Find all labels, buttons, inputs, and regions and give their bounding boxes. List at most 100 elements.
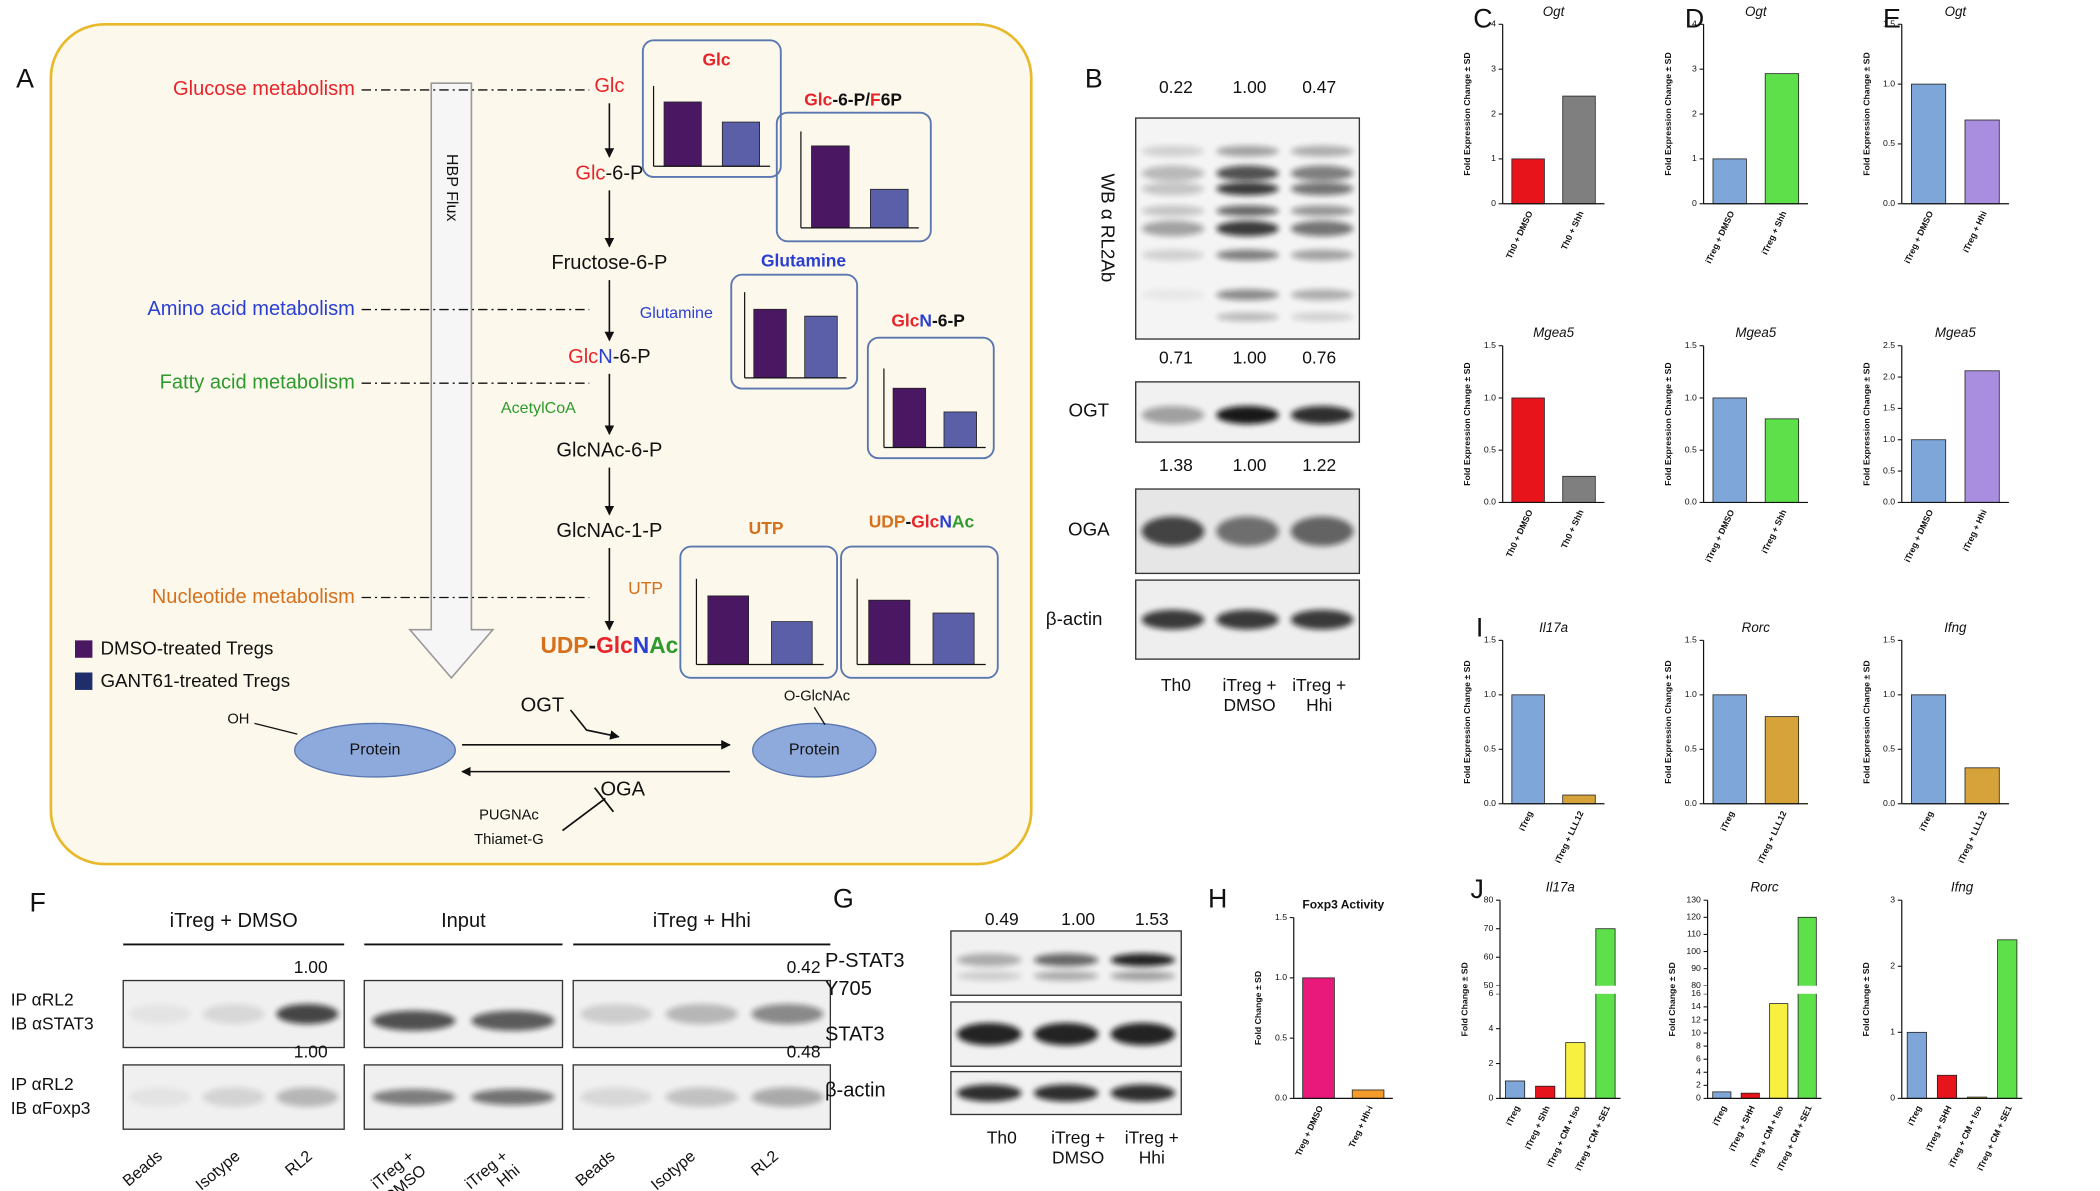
label-part: F <box>870 89 881 109</box>
bar <box>932 612 975 665</box>
blot-band <box>1141 516 1205 546</box>
label-line: RL2 <box>748 1147 782 1180</box>
group-header: iTreg + Hhi <box>653 910 751 932</box>
y-axis-title: Fold Expression Change ± SD <box>1663 52 1673 176</box>
label-line: Isotype <box>648 1147 699 1191</box>
blot-band <box>1216 312 1279 322</box>
blot-band <box>580 1087 653 1107</box>
x-tick-label: iTreg + DMSO <box>1703 209 1736 265</box>
label-part: GlcNAc-1-P <box>556 520 662 542</box>
bar <box>1964 119 2000 205</box>
bar <box>1712 397 1747 503</box>
blot-label: OGT <box>1069 399 1110 420</box>
label-part: UDP <box>540 632 588 658</box>
x-tick-label: iTreg + LLL12 <box>1553 809 1586 864</box>
bar <box>721 121 761 167</box>
x-tick-label: iTreg + Hhi <box>1961 209 1989 254</box>
y-tick-label: 1.5 <box>1685 340 1697 350</box>
label-line: DMSO <box>1223 695 1275 715</box>
blot-band <box>957 1084 1022 1102</box>
inset-frame <box>775 111 932 243</box>
input-label: AcetylCoA <box>501 399 576 417</box>
enzyme-label: OGT <box>521 694 565 716</box>
bar <box>707 595 749 665</box>
x-tick-label: Th0 + Shh <box>1559 209 1586 251</box>
blot-band <box>276 1003 339 1025</box>
label-line: Beads <box>572 1147 618 1190</box>
lane-label: iTreg +DMSO <box>1051 1127 1105 1167</box>
bar <box>1911 83 1947 205</box>
blot-band <box>1290 516 1354 546</box>
panel-letter: J <box>1471 874 1484 904</box>
y-tick-label: 4 <box>1692 19 1697 29</box>
metabolism-label: Glucose metabolism <box>173 78 355 100</box>
lane-label: iTreg +DMSO <box>368 1147 430 1191</box>
blot-label: β-actin <box>1046 608 1103 629</box>
y-tick-label: 0.5 <box>1484 744 1496 754</box>
blot-band <box>1290 182 1354 196</box>
row-label: IP αRL2 IB αFoxp3 <box>11 1074 91 1118</box>
bar <box>1565 1042 1586 1099</box>
panel-letter: H <box>1208 883 1227 913</box>
axis-break <box>1702 985 1825 994</box>
bar <box>1964 370 2000 503</box>
y-tick-label: 0 <box>1488 1093 1493 1103</box>
label-line: iTreg + <box>1292 674 1346 694</box>
y-tick-label: 130 <box>1686 894 1701 904</box>
y-tick-label: 120 <box>1686 912 1701 922</box>
label-part: Glc <box>596 632 633 658</box>
label-line: DMSO <box>1052 1147 1104 1167</box>
blot-band <box>202 1087 265 1107</box>
bar <box>1562 475 1596 503</box>
y-tick-label: 110 <box>1687 929 1701 939</box>
blot-band <box>1033 1084 1099 1102</box>
chart-title: GlcN-6-P <box>891 310 965 330</box>
label-part: - <box>589 632 597 658</box>
label-part: UTP <box>749 518 784 538</box>
y-tick-label: 3 <box>1890 894 1895 904</box>
label-part: Glc <box>891 310 919 330</box>
label-line: IP αRL2 <box>11 1074 74 1094</box>
y-tick-label: 0.5 <box>1685 744 1697 754</box>
bar <box>1964 767 2000 805</box>
bar <box>804 315 838 379</box>
label-part: N <box>939 511 952 531</box>
chart-title: Ifng <box>1944 620 1967 635</box>
blot-band <box>751 1003 824 1025</box>
blot-band <box>1216 289 1279 301</box>
legend-label: DMSO-treated Tregs <box>100 638 273 659</box>
bar <box>1562 95 1596 205</box>
protein-shape <box>293 722 457 778</box>
inset-frame <box>730 273 859 390</box>
label-line: RL2 <box>282 1147 316 1180</box>
inhibitor-label: Thiamet-G <box>474 832 544 848</box>
input-label: UTP <box>628 578 663 598</box>
chart-title: UDP-GlcNAc <box>869 511 975 531</box>
blot-band <box>1141 182 1205 196</box>
y-tick-label: 2 <box>1890 961 1895 971</box>
chart-title: Glc <box>702 49 730 69</box>
lane-label: RL2 <box>282 1147 316 1180</box>
y-tick-label: 1.5 <box>1883 19 1895 29</box>
x-tick-label: iTreg + SHH <box>1727 1104 1757 1153</box>
y-tick-label: 2 <box>1696 1080 1701 1090</box>
y-axis-title: Fold Expression Change ± SD <box>1861 362 1871 486</box>
connector <box>813 706 826 726</box>
lane-label: Th0 <box>1161 674 1191 694</box>
blot-label: P-STAT3 Y705 <box>825 950 905 1000</box>
quant-value: 1.00 <box>1233 455 1267 475</box>
quant-value: 0.47 <box>1302 77 1336 97</box>
chart-title: Ifng <box>1951 880 1974 895</box>
y-tick-label: 0.0 <box>1484 497 1496 507</box>
blot-label: β-actin <box>825 1080 886 1102</box>
label-part: N <box>919 310 932 330</box>
inset-frame <box>679 545 838 679</box>
y-tick-label: 0 <box>1491 198 1496 208</box>
quant-value: 0.76 <box>1302 348 1336 368</box>
chart-title: Il17a <box>1539 620 1568 635</box>
blot-band <box>129 1003 191 1025</box>
metabolism-label: Nucleotide metabolism <box>152 586 355 608</box>
x-tick-label: iTreg + DMSO <box>1902 209 1935 265</box>
metabolite: GlcN-6-P <box>568 346 651 368</box>
metabolite: UDP-GlcNAc <box>540 632 678 658</box>
